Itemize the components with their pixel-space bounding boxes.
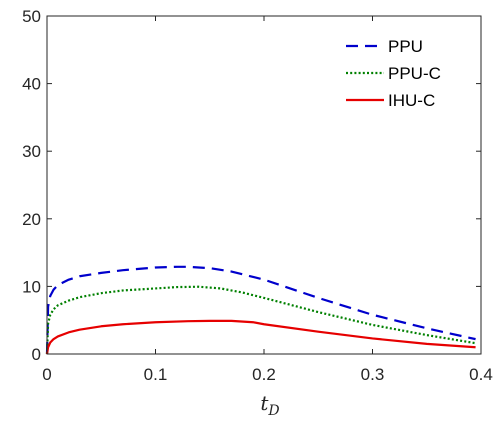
x-tick-label: 0.3 xyxy=(361,365,385,384)
y-tick-label: 10 xyxy=(22,277,41,296)
x-axis-title: tD xyxy=(260,391,279,419)
y-tick-label: 40 xyxy=(22,75,41,94)
series-line-ppu xyxy=(45,265,476,355)
y-tick-label: 20 xyxy=(22,210,41,229)
legend-label: PPU xyxy=(388,37,423,56)
y-tick-label: 50 xyxy=(22,7,41,26)
legend-label: PPU-C xyxy=(388,64,441,83)
x-axis-title-subscript: D xyxy=(267,403,279,419)
y-tick-label: 30 xyxy=(22,142,41,161)
series-line-ppu-c xyxy=(45,285,476,355)
series-layer xyxy=(45,265,476,355)
x-tick-label: 0.4 xyxy=(469,365,493,384)
x-axis-title-main: t xyxy=(260,391,269,415)
series-line-ihu-c xyxy=(45,319,476,355)
x-tick-label: 0.2 xyxy=(252,365,276,384)
x-tick-label: 0.1 xyxy=(144,365,168,384)
ticks-layer: 0 0.1 0.2 0.3 0.4 0 10 20 30 40 50 xyxy=(22,7,493,384)
legend: PPU PPU-C IHU-C xyxy=(346,37,441,110)
y-tick-label: 0 xyxy=(32,345,41,364)
legend-label: IHU-C xyxy=(388,91,435,110)
x-tick-label: 0 xyxy=(42,365,51,384)
